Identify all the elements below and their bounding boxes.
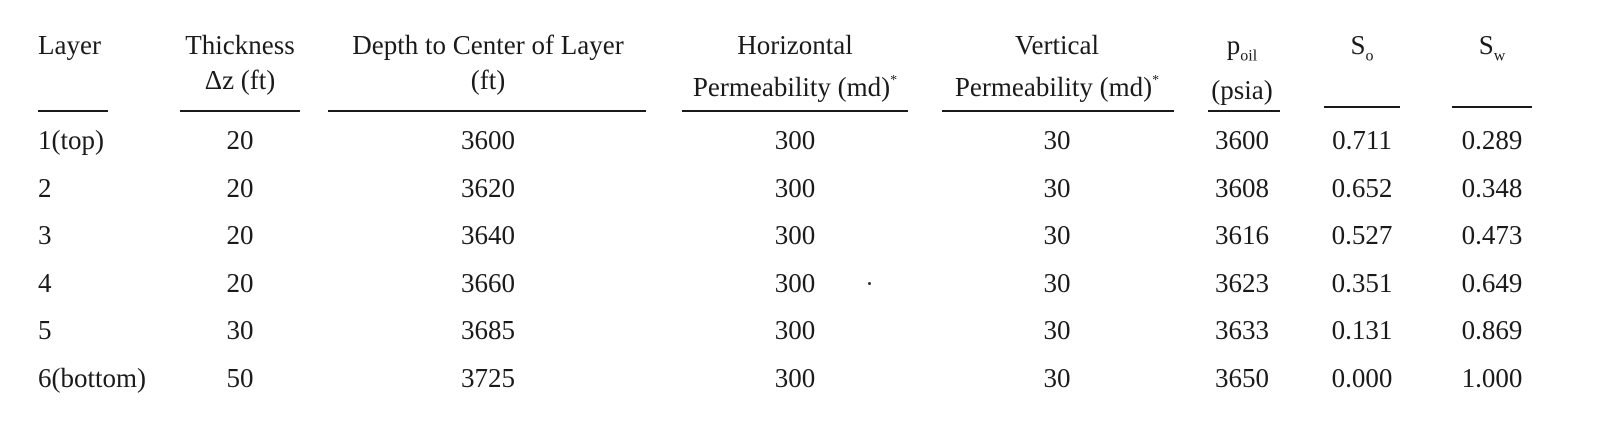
- header-poil: poil (psia): [1211, 28, 1272, 108]
- cell-poil: 3633: [1215, 315, 1269, 345]
- header-rule-poil: [1208, 110, 1280, 112]
- header-poil-subscript: oil: [1240, 47, 1258, 65]
- cell-vert: 30: [1043, 362, 1071, 393]
- cell-depth: 3620: [461, 172, 515, 203]
- cell-depth: 3685: [461, 315, 515, 345]
- header-vertical-permeability: Vertical Permeability (md)*: [955, 28, 1159, 105]
- cell-thickness: 20: [226, 267, 254, 298]
- header-vertical-footnote-mark: *: [1152, 73, 1160, 88]
- header-vertical-line1: Vertical: [1015, 30, 1099, 60]
- header-horizontal-permeability: Horizontal Permeability (md)*: [693, 28, 897, 105]
- cell-layer: 3: [38, 220, 52, 250]
- cell-horiz: 300: [774, 172, 816, 203]
- cell-thickness: 30: [226, 315, 254, 345]
- header-horizontal-line1: Horizontal: [737, 30, 853, 60]
- cell-vert: 30: [1043, 315, 1071, 345]
- cell-layer: 6(bottom): [38, 362, 146, 393]
- cell-horiz: 300: [774, 362, 816, 393]
- cell-depth: 3600: [461, 125, 515, 155]
- cell-poil: 3600: [1215, 125, 1269, 155]
- cell-poil: 3623: [1215, 267, 1269, 298]
- header-depth: Depth to Center of Layer (ft): [352, 28, 623, 98]
- header-rule-so: [1324, 106, 1400, 108]
- cell-thickness: 20: [226, 172, 254, 203]
- header-rule-sw: [1452, 106, 1532, 108]
- header-poil-line1: poil: [1211, 28, 1272, 73]
- stray-mark: [868, 282, 871, 285]
- header-rule-layer: [38, 110, 108, 112]
- cell-poil: 3616: [1215, 220, 1269, 250]
- cell-sw: 0.348: [1461, 172, 1523, 203]
- header-depth-line2: (ft): [470, 65, 506, 95]
- cell-sw: 1.000: [1461, 362, 1523, 393]
- cell-so: 0.000: [1331, 362, 1393, 393]
- cell-sw: 0.649: [1461, 267, 1523, 298]
- cell-layer: 1(top): [38, 125, 104, 155]
- cell-sw: 0.869: [1461, 315, 1523, 345]
- header-so-symbol: S: [1350, 30, 1366, 60]
- header-thickness-line1: Thickness: [185, 30, 295, 60]
- header-rule-horizontal: [682, 110, 908, 112]
- header-sw: Sw: [1479, 28, 1506, 73]
- cell-sw: 0.473: [1461, 220, 1523, 250]
- header-rule-depth: [328, 110, 646, 112]
- header-thickness: Thickness Δz (ft): [185, 28, 294, 98]
- header-sw-symbol: S: [1478, 30, 1494, 60]
- cell-poil: 3650: [1215, 362, 1269, 393]
- header-sw-subscript: w: [1493, 47, 1506, 65]
- cell-vert: 30: [1043, 172, 1071, 203]
- cell-depth: 3725: [461, 362, 515, 393]
- cell-thickness: 20: [226, 220, 254, 250]
- cell-so: 0.652: [1331, 172, 1393, 203]
- cell-so: 0.351: [1331, 267, 1393, 298]
- cell-layer: 4: [38, 267, 52, 298]
- header-rule-vertical: [942, 110, 1174, 112]
- cell-so: 0.711: [1332, 125, 1392, 155]
- header-depth-line1: Depth to Center of Layer: [352, 30, 624, 60]
- cell-layer: 2: [38, 172, 52, 203]
- cell-horiz: 300: [774, 125, 816, 155]
- header-thickness-line2: Δz (ft): [204, 65, 276, 95]
- cell-so: 0.527: [1331, 220, 1393, 250]
- header-layer-label: Layer: [38, 30, 101, 60]
- header-poil-symbol: p: [1226, 30, 1241, 60]
- header-poil-unit: (psia): [1211, 75, 1273, 106]
- cell-depth: 3660: [461, 267, 515, 298]
- cell-horiz: 300: [774, 267, 816, 298]
- cell-vert: 30: [1043, 220, 1071, 250]
- cell-layer: 5: [38, 315, 52, 345]
- header-vertical-line2: Permeability (md)*: [955, 63, 1159, 105]
- cell-depth: 3640: [461, 220, 515, 250]
- cell-horiz: 300: [774, 220, 816, 250]
- cell-vert: 30: [1043, 267, 1071, 298]
- cell-thickness: 20: [226, 125, 254, 155]
- cell-vert: 30: [1043, 125, 1071, 155]
- header-so: So: [1350, 28, 1373, 73]
- header-so-subscript: o: [1365, 47, 1374, 65]
- cell-thickness: 50: [226, 362, 254, 393]
- header-vertical-line2-text: Permeability (md): [954, 72, 1153, 102]
- header-horizontal-line2-text: Permeability (md): [692, 72, 891, 102]
- cell-sw: 0.289: [1461, 125, 1523, 155]
- cell-horiz: 300: [774, 315, 816, 345]
- header-layer: Layer: [38, 28, 101, 63]
- header-horizontal-footnote-mark: *: [890, 73, 898, 88]
- cell-so: 0.131: [1331, 315, 1393, 345]
- header-horizontal-line2: Permeability (md)*: [693, 63, 897, 105]
- header-rule-thickness: [180, 110, 300, 112]
- cell-poil: 3608: [1215, 172, 1269, 203]
